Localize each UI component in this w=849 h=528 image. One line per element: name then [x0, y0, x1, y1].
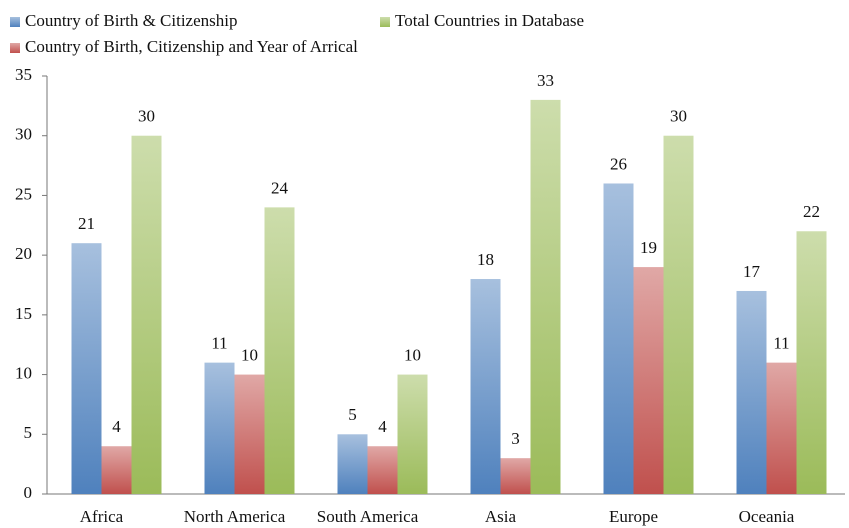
data-label: 10 [241, 345, 258, 364]
legend-label: Country of Birth & Citizenship [25, 11, 238, 30]
y-tick-label: 25 [15, 184, 32, 203]
data-label: 11 [211, 334, 227, 353]
y-tick-label: 0 [24, 483, 33, 502]
x-tick-label: Africa [80, 507, 124, 526]
bar [766, 362, 797, 494]
data-label: 30 [670, 107, 687, 126]
bar [470, 279, 501, 494]
legend-swatch [10, 43, 20, 53]
data-label: 4 [112, 417, 121, 436]
data-label: 22 [803, 202, 820, 221]
bar [101, 446, 132, 494]
y-tick-label: 35 [15, 65, 32, 84]
x-tick-label: North America [184, 507, 286, 526]
y-tick-label: 20 [15, 244, 32, 263]
data-label: 10 [404, 345, 421, 364]
legend-label: Country of Birth, Citizenship and Year o… [25, 37, 358, 56]
bar [500, 458, 531, 494]
data-label: 11 [773, 334, 789, 353]
bar [131, 135, 162, 494]
data-label: 24 [271, 178, 289, 197]
bar [367, 446, 398, 494]
data-label: 17 [743, 262, 761, 281]
bar [603, 183, 634, 494]
bar [633, 267, 664, 494]
x-tick-label: Oceania [739, 507, 795, 526]
bar [796, 231, 827, 494]
legend-label: Total Countries in Database [395, 11, 584, 30]
bar [530, 99, 561, 494]
data-label: 19 [640, 238, 657, 257]
x-tick-label: Europe [609, 507, 658, 526]
legend-swatch [10, 17, 20, 27]
bar [71, 243, 102, 494]
data-label: 3 [511, 429, 520, 448]
bar [337, 434, 368, 494]
data-label: 21 [78, 214, 95, 233]
data-label: 26 [610, 154, 627, 173]
bar [204, 362, 235, 494]
bar [264, 207, 295, 494]
data-label: 33 [537, 71, 554, 90]
y-tick-label: 15 [15, 304, 32, 323]
y-tick-label: 5 [24, 423, 33, 442]
data-label: 30 [138, 107, 155, 126]
y-tick-label: 10 [15, 363, 32, 382]
bar [663, 135, 694, 494]
bar [736, 290, 767, 494]
x-tick-label: South America [317, 507, 419, 526]
legend-swatch [380, 17, 390, 27]
bar [234, 374, 265, 494]
y-tick-label: 30 [15, 125, 32, 144]
bar [397, 374, 428, 494]
data-label: 4 [378, 417, 387, 436]
data-label: 18 [477, 250, 494, 269]
x-tick-label: Asia [485, 507, 517, 526]
data-label: 5 [348, 405, 357, 424]
